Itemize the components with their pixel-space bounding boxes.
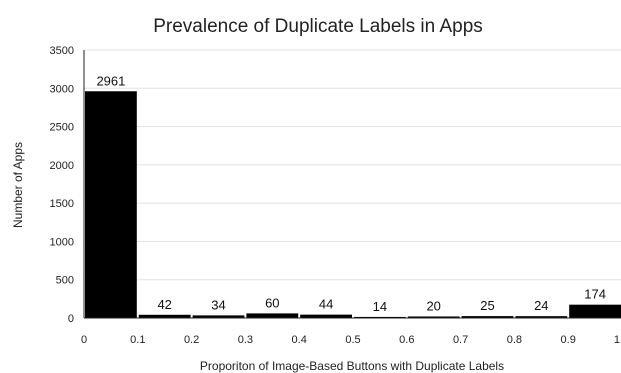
bar-data-label: 44 bbox=[319, 297, 333, 312]
y-tick-label: 500 bbox=[56, 275, 74, 287]
x-tick-label: 0.6 bbox=[399, 334, 414, 346]
y-tick-label: 1000 bbox=[50, 236, 74, 248]
bar-data-label: 14 bbox=[373, 299, 387, 314]
bar-data-label: 60 bbox=[265, 295, 279, 310]
bar bbox=[407, 316, 460, 318]
x-tick-label: 0.2 bbox=[184, 334, 199, 346]
bar bbox=[192, 315, 245, 318]
bar bbox=[138, 314, 191, 318]
bar bbox=[569, 304, 621, 318]
bar bbox=[515, 316, 568, 318]
x-tick-label: 0.7 bbox=[453, 334, 468, 346]
x-tick-label: 0.9 bbox=[561, 334, 576, 346]
gridlines bbox=[84, 49, 621, 281]
bar-data-label: 2961 bbox=[96, 73, 125, 88]
bar bbox=[300, 314, 352, 318]
x-tick-label: 0.3 bbox=[238, 334, 253, 346]
y-tick-label: 1500 bbox=[50, 198, 74, 210]
bar-data-label: 42 bbox=[157, 297, 171, 312]
x-axis-label: Proporiton of Image-Based Buttons with D… bbox=[200, 359, 504, 373]
x-tick-label: 0 bbox=[81, 334, 87, 346]
bar bbox=[246, 313, 299, 318]
y-axis-label: Number of Apps bbox=[11, 142, 25, 228]
y-axis-ticks: 0 500 1000 1500 2000 2500 3000 3500 bbox=[50, 45, 74, 325]
x-axis-ticks: 0 0.1 0.2 0.3 0.4 0.5 0.6 0.7 0.8 0.9 1 bbox=[81, 334, 620, 346]
x-tick-label: 0.5 bbox=[345, 334, 360, 346]
y-tick-label: 3000 bbox=[50, 83, 74, 95]
x-tick-label: 0.8 bbox=[507, 334, 522, 346]
bar-data-label: 34 bbox=[211, 297, 225, 312]
bar bbox=[461, 316, 514, 318]
chart-title: Prevalence of Duplicate Labels in Apps bbox=[153, 16, 483, 37]
bars bbox=[85, 91, 621, 318]
y-tick-label: 2000 bbox=[50, 160, 74, 172]
bar-data-label: 24 bbox=[534, 298, 548, 313]
x-tick-label: 0.4 bbox=[292, 334, 307, 346]
x-tick-label: 0.1 bbox=[130, 334, 145, 346]
bar-data-label: 174 bbox=[584, 287, 606, 302]
y-tick-label: 3500 bbox=[50, 45, 74, 57]
bar-data-label: 20 bbox=[426, 298, 440, 313]
bar-data-label: 25 bbox=[480, 298, 494, 313]
data-labels: 2961 42 34 60 44 14 20 25 24 174 bbox=[96, 73, 606, 314]
bar bbox=[85, 91, 137, 318]
y-tick-label: 0 bbox=[68, 313, 74, 325]
x-tick-label: 1 bbox=[614, 334, 620, 346]
bar bbox=[354, 316, 406, 318]
y-tick-label: 2500 bbox=[50, 122, 74, 134]
